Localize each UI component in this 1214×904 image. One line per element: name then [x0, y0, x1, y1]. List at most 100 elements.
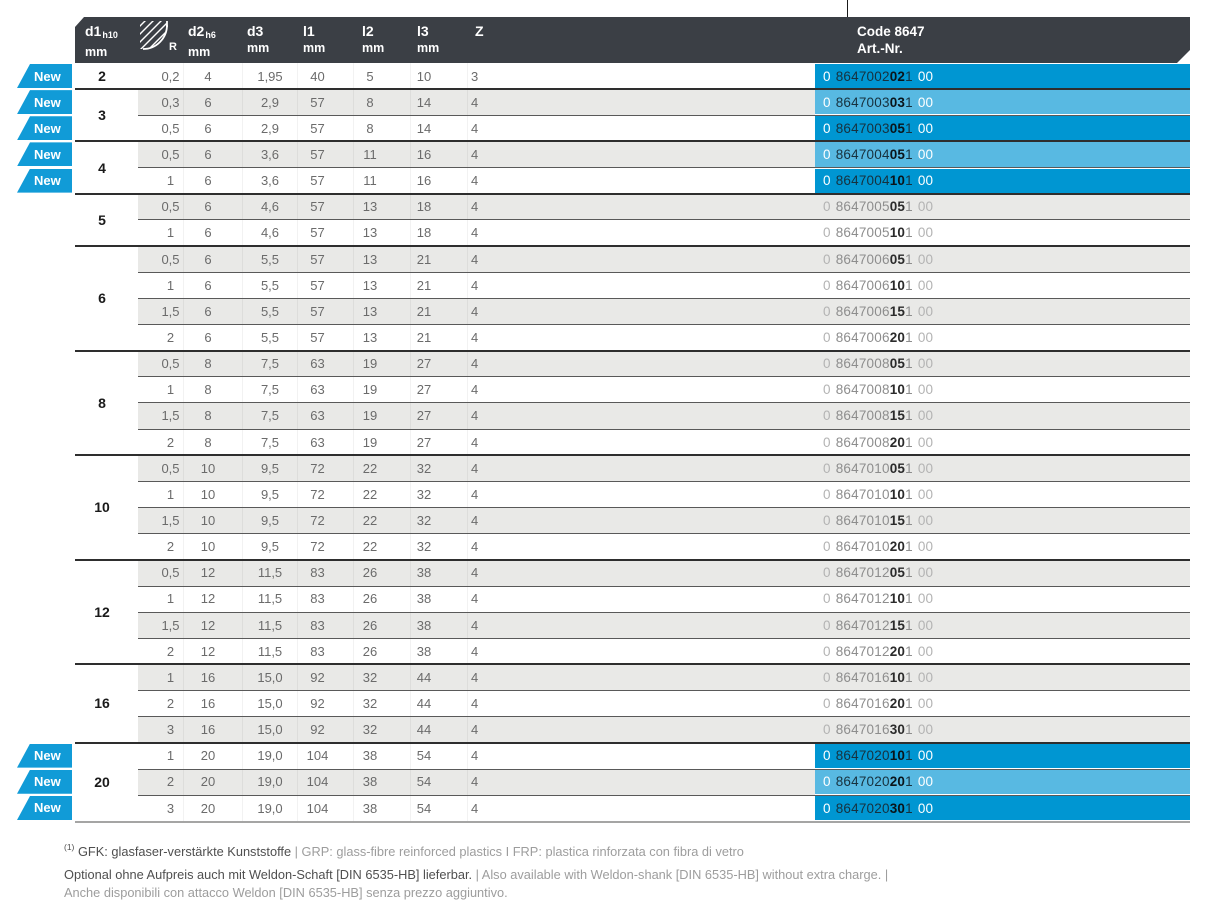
r-cell: 0,5	[161, 251, 180, 267]
d3-cell: 5,5	[242, 272, 297, 299]
r-cell: 3	[166, 800, 175, 816]
d3-cell: 7,5	[242, 350, 297, 377]
l3-cell: 27	[410, 350, 467, 377]
art-number: 0 8647003051 00	[815, 116, 1190, 141]
d1-label: 2	[75, 63, 138, 90]
art-number-cell: 0 8647008051 00	[815, 351, 1190, 377]
d3-cell: 19,0	[242, 794, 297, 822]
d1-label: 16	[75, 664, 138, 743]
group-rows: 0,5 6 5,5 57 13 21 4 0 8647006051 00 1 6 5,5 57 13 21 4 0…	[138, 245, 1190, 351]
z-cell: 4	[467, 794, 557, 822]
spec-table: d1h10 mm R	[17, 17, 1190, 823]
d1-group: 3 New 0,3 6 2,9 57 8 14 4 0 8647003031 00 New 0,5 6 2,9…	[17, 89, 1190, 142]
table-row: 1,5 10 9,5 72 22 32 4 0 8647010151 00	[138, 507, 1190, 534]
footnote-weldon-it: Anche disponibili con attacco Weldon [DI…	[64, 884, 508, 900]
l3-cell: 44	[410, 716, 467, 743]
footnote-weldon: Optional ohne Aufpreis auch mit Weldon-S…	[64, 866, 1184, 901]
footnote-weldon-de: Optional ohne Aufpreis auch mit Weldon-S…	[64, 867, 476, 882]
d3-cell: 15,0	[242, 716, 297, 743]
l3-cell: 27	[410, 402, 467, 429]
art-number-cell: 0 8647008201 00	[815, 429, 1190, 455]
table-row: 0,5 10 9,5 72 22 32 4 0 8647010051 00	[138, 455, 1190, 482]
z-cell: 4	[467, 664, 557, 691]
z-cell: 4	[467, 272, 557, 299]
r-cell: 1,5	[161, 303, 180, 319]
d3-cell: 11,5	[242, 638, 297, 665]
r-cell: 2	[166, 643, 175, 659]
footnote-superscript: (1)	[64, 842, 75, 852]
l2-cell: 26	[353, 638, 410, 665]
d1-group: 4 New 0,5 6 3,6 57 11 16 4 0 8647004051 00 New 1 6 3,6 5…	[17, 141, 1190, 194]
spacer-cell	[557, 298, 815, 324]
l1-cell: 57	[297, 115, 353, 142]
art-number-cell: 0 8647004051 00	[815, 141, 1190, 168]
l2-cell: 13	[353, 219, 410, 246]
d2-cell: 6	[183, 245, 242, 273]
l2-cell: 38	[353, 742, 410, 769]
spacer-cell	[557, 194, 815, 220]
art-number-cell: 0 8647016201 00	[815, 690, 1190, 716]
d2-cell: 6	[183, 193, 242, 220]
spacer-cell	[557, 168, 815, 194]
d2-cell: 16	[183, 664, 242, 691]
spacer-cell	[557, 429, 815, 455]
l2-cell: 13	[353, 272, 410, 299]
table-row: 1 16 15,0 92 32 44 4 0 8647016101 00	[138, 664, 1190, 691]
l3-cell: 38	[410, 611, 467, 639]
table-row: 2 8 7,5 63 19 27 4 0 8647008201 00	[138, 428, 1190, 456]
d3-cell: 15,0	[242, 690, 297, 717]
l1-cell: 92	[297, 690, 353, 717]
art-number: 0 8647008201 00	[823, 434, 934, 450]
new-badge: New	[17, 795, 72, 820]
group-rows: 0,5 8 7,5 63 19 27 4 0 8647008051 00 1 8 7,5 63 19 27 4 0…	[138, 350, 1190, 456]
radius-header-label: R	[169, 41, 177, 53]
footnote-gfk: (1) GFK: glasfaser-verstärkte Kunststoff…	[64, 839, 1184, 860]
r-cell: 1	[166, 382, 175, 398]
new-badge: New	[17, 769, 72, 794]
l3-cell: 32	[410, 507, 467, 534]
d1-group: 20 New 1 20 19,0 104 38 54 4 0 8647020101 00 New 2 20 1…	[17, 742, 1190, 822]
header-cell-d3: d3 mm	[242, 17, 297, 63]
r-cell: 0,5	[161, 146, 180, 162]
l2-cell: 5	[353, 63, 410, 90]
z-cell: 4	[467, 428, 557, 456]
art-number: 0 8647016301 00	[823, 722, 934, 738]
l3-cell: 32	[410, 455, 467, 482]
code-header-label: Code 8647	[857, 24, 925, 39]
spacer-cell	[557, 115, 815, 141]
r-cell: 0,5	[161, 565, 180, 581]
spacer-cell	[557, 324, 815, 350]
r-cell: 0,5	[161, 199, 180, 215]
d3-cell: 11,5	[242, 559, 297, 586]
l1-cell: 57	[297, 219, 353, 246]
d3-cell: 19,0	[242, 742, 297, 769]
spacer-cell	[557, 141, 815, 167]
spacer-cell	[557, 377, 815, 403]
z-cell: 4	[467, 768, 557, 795]
art-number: 0 8647016101 00	[823, 669, 934, 685]
l3-cell: 38	[410, 585, 467, 612]
spacer-cell	[557, 351, 815, 377]
l1-cell: 57	[297, 245, 353, 273]
r-cell: 2	[166, 539, 175, 555]
z-cell: 4	[467, 89, 557, 116]
z-cell: 4	[467, 455, 557, 482]
d1-label: 12	[75, 559, 138, 665]
l2-cell: 26	[353, 559, 410, 586]
l2-cell: 19	[353, 376, 410, 403]
z-cell: 4	[467, 481, 557, 508]
z-cell: 4	[467, 742, 557, 769]
header-cell-radius: R	[138, 17, 183, 63]
l3-cell: 54	[410, 768, 467, 795]
l3-unit-label: mm	[417, 41, 440, 55]
l1-cell: 57	[297, 324, 353, 351]
d2-cell: 6	[183, 141, 242, 168]
table-row: New 0,5 6 3,6 57 11 16 4 0 8647004051 00	[17, 141, 1190, 168]
l2-cell: 11	[353, 167, 410, 194]
d2-cell: 20	[183, 768, 242, 795]
d1-label: 3	[75, 89, 138, 142]
l2-cell: 26	[353, 585, 410, 612]
l3-cell: 10	[410, 63, 467, 90]
group-rows: New 0,5 6 3,6 57 11 16 4 0 8647004051 00 New 1 6 3,6 57…	[17, 141, 1190, 194]
